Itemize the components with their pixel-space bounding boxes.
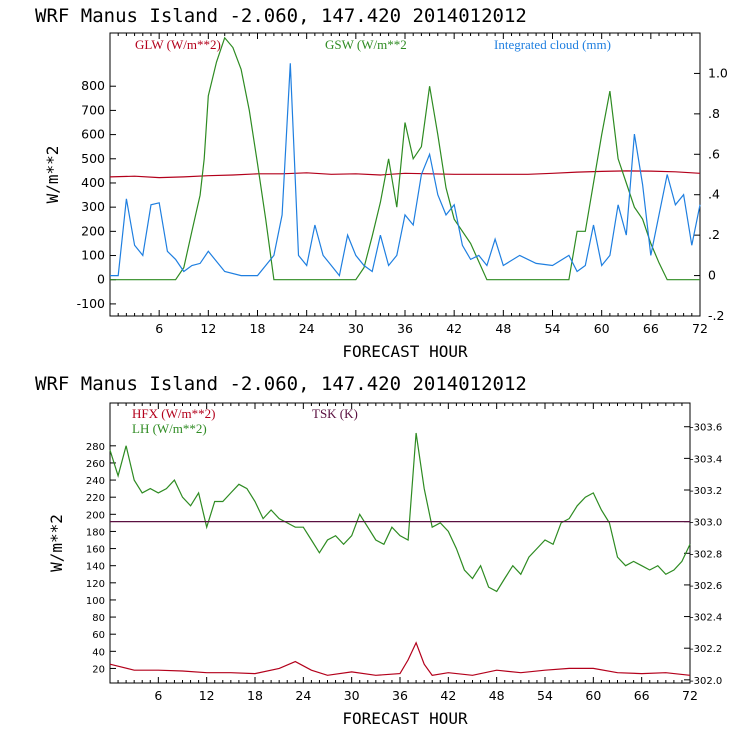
y-tick-label: 140 [86,562,105,573]
series-line-gsw [110,36,700,281]
y-tick-label: 220 [86,493,105,504]
y2-tick-label: -303.6 [690,423,722,434]
x-tick-label: 30 [344,688,360,703]
y-tick-label: -100 [77,296,105,311]
y-tick-label: 160 [86,545,105,556]
y-tick-label: 80 [92,613,105,624]
x-axis-label: FORECAST HOUR [342,709,468,728]
chart-title: WRF Manus Island -2.060, 147.420 2014012… [35,5,527,27]
y-tick-label: 180 [86,527,105,538]
y-tick-label: 280 [86,442,105,453]
series-line-integrated [110,63,701,277]
y2-tick-label: 1.0 [708,65,728,80]
x-tick-label: 60 [594,321,610,336]
x-tick-label: 72 [692,321,708,336]
y-axis-label: W/m**2 [43,146,62,204]
x-axis-label: FORECAST HOUR [342,342,468,361]
x-tick-label: 42 [440,688,456,703]
y-tick-label: 120 [86,579,105,590]
legend-glw: GLW (W/m**2) [135,37,221,52]
y-tick-label: 0 [97,272,105,287]
plot-frame [109,32,701,317]
x-tick-label: 36 [397,321,413,336]
y2-tick-label: .8 [708,106,720,121]
chart-title: WRF Manus Island -2.060, 147.420 2014012… [35,373,527,395]
y2-tick-label: -303.4 [690,454,722,465]
y2-tick-label: -302.4 [690,613,722,624]
y-tick-label: 500 [81,151,105,166]
y-tick-label: 200 [81,223,105,238]
x-tick-label: 42 [446,321,462,336]
x-tick-label: 66 [634,688,650,703]
legend-gsw: GSW (W/m**2 [325,37,407,52]
legend-hfx: HFX (W/m**2) [132,406,215,421]
x-tick-label: 18 [247,688,263,703]
y2-tick-label: .2 [708,227,720,242]
y-tick-label: 100 [81,248,105,263]
y-tick-label: 400 [81,175,105,190]
y-tick-label: 700 [81,102,105,117]
y-axis-label: W/m**2 [47,514,66,572]
y2-tick-label: -302.2 [690,644,722,655]
series-line-lh [109,432,691,593]
y2-tick-label: -302.8 [690,549,722,560]
x-tick-label: 18 [250,321,266,336]
y2-tick-label: -302.0 [690,676,722,687]
y2-tick-label: .4 [708,187,720,202]
x-tick-label: 36 [392,688,408,703]
y-tick-label: 40 [92,647,105,658]
y2-tick-label: -302.6 [690,581,722,592]
x-tick-label: 24 [295,688,311,703]
y2-tick-label: -303.2 [690,486,722,497]
x-tick-label: 30 [348,321,364,336]
x-tick-label: 6 [154,688,162,703]
y2-tick-label: 0 [708,268,716,283]
y2-tick-label: -.2 [708,308,724,323]
x-tick-label: 66 [643,321,659,336]
legend-lh: LH (W/m**2) [132,421,207,436]
y-tick-label: 300 [81,199,105,214]
legend-tsk: TSK (K) [312,406,358,421]
x-tick-label: 12 [199,688,215,703]
x-tick-label: 54 [545,321,561,336]
y-tick-label: 600 [81,127,105,142]
y2-tick-label: .6 [708,146,720,161]
y2-tick-label: -303.0 [690,518,722,529]
y-tick-label: 20 [92,664,105,675]
plot-frame [109,402,691,684]
x-tick-label: 72 [682,688,698,703]
y-tick-label: 100 [86,596,105,607]
x-tick-label: 12 [200,321,216,336]
series-line-hfx [109,641,691,676]
y-tick-label: 60 [92,630,105,641]
x-tick-label: 48 [489,688,505,703]
x-tick-label: 54 [537,688,553,703]
legend-integrated: Integrated cloud (mm) [494,37,611,52]
x-tick-label: 24 [299,321,315,336]
y-tick-label: 260 [86,459,105,470]
series-line-glw [109,170,701,179]
x-tick-label: 60 [585,688,601,703]
x-tick-label: 6 [155,321,163,336]
x-tick-label: 48 [495,321,511,336]
y-tick-label: 240 [86,476,105,487]
y-tick-label: 200 [86,510,105,521]
y-tick-label: 800 [81,78,105,93]
